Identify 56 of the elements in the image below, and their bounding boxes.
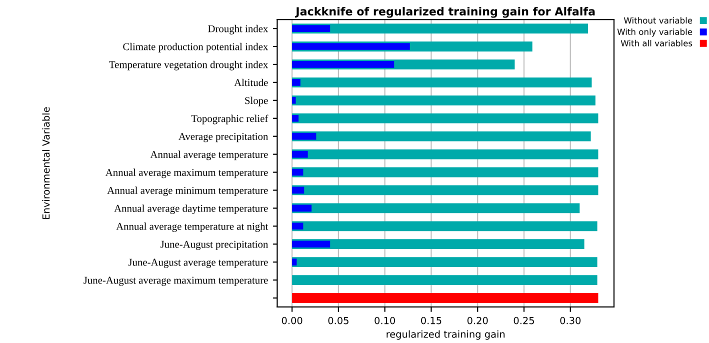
y-tick-label: Drought index [208,24,268,34]
bar [292,77,592,88]
bar [292,95,596,106]
bar [292,132,316,140]
bar [292,167,598,178]
chart-title: Jackknife of regularized training gain for Alfalfa [295,6,595,18]
y-tick-label: Temperature vegetation drought index [109,60,268,70]
x-tick-label: 0.30 [560,316,581,324]
bar [292,203,580,214]
y-tick-label: Topographic relief [191,114,268,124]
bar [292,258,297,266]
y-tick-label: June-August average temperature [128,258,268,268]
y-tick-label: Annual average temperature at night [116,222,268,232]
bar [292,24,588,34]
bar [292,43,410,50]
bar [292,204,312,212]
bar [292,221,598,232]
bar [292,257,598,268]
y-tick-label: Slope [245,96,268,106]
y-tick-label: Altitude [234,78,268,86]
bar [292,185,598,196]
bar [292,168,304,176]
bar [292,61,394,68]
y-tick-label: Annual average minimum temperature [107,186,268,196]
y-tick-label: Average precipitation [178,133,268,142]
x-tick-label: 0.05 [328,316,348,324]
y-tick-label: Annual average daytime temperature [114,204,268,214]
y-tick-label: Annual average temperature [150,150,268,160]
x-tick-label: 0.00 [282,316,302,324]
bar [292,149,598,160]
y-tick-label: June-August average maximum temperature [84,276,268,286]
bar [292,96,296,104]
bar [292,275,598,285]
bar [292,114,299,122]
bar [292,113,598,124]
bar [292,222,304,230]
y-tick-label: June-August precipitation [160,240,268,250]
y-tick-label: Climate production potential index [123,42,268,52]
bar [292,293,598,303]
bar [292,25,330,32]
x-tick-label: 0.15 [421,316,442,324]
x-tick-label: 0.25 [514,316,534,324]
legend-label: Without variable [624,17,692,24]
bar [292,131,591,142]
x-axis-title: regularized training gain [386,330,505,340]
x-tick-label: 0.20 [467,316,488,324]
bar [292,150,308,158]
bar [292,240,330,248]
bar [292,79,300,86]
y-tick-label: Annual average maximum temperature [105,168,268,178]
legend-label: With only variable [617,28,692,37]
legend-label: With all variables [620,40,692,46]
bar [292,239,584,250]
bar [292,186,304,194]
y-axis-title: Environmental Variable [42,107,50,219]
x-tick-label: 0.10 [374,316,396,324]
